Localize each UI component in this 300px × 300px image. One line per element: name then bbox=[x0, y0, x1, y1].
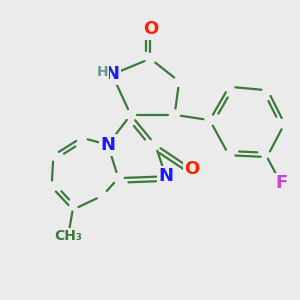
Text: H: H bbox=[96, 65, 108, 79]
Text: F: F bbox=[275, 174, 287, 192]
Text: N: N bbox=[158, 167, 173, 185]
Text: O: O bbox=[184, 160, 200, 178]
Text: O: O bbox=[143, 20, 158, 38]
Text: N: N bbox=[105, 65, 120, 83]
Text: N: N bbox=[100, 136, 115, 154]
Text: CH₃: CH₃ bbox=[54, 229, 82, 243]
